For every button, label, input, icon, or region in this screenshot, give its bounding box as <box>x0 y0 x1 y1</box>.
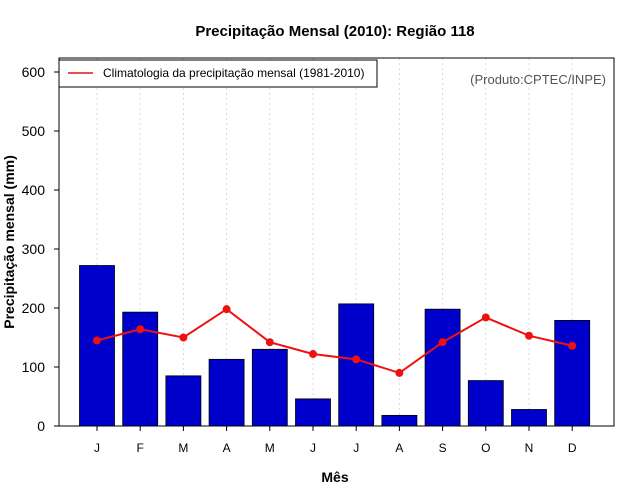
climatology-point-5 <box>265 338 274 347</box>
y-tick-label: 200 <box>22 300 46 316</box>
bar-9 <box>424 308 461 427</box>
y-axis-label: Precipitação mensal (mm) <box>1 155 17 329</box>
climatology-point-4 <box>222 305 231 314</box>
x-tick-label: J <box>94 441 100 455</box>
climatology-line <box>96 307 573 375</box>
x-tick-label: M <box>265 441 275 455</box>
x-tick-label: N <box>525 441 534 455</box>
bar-1 <box>79 265 115 427</box>
x-tick-label: D <box>568 441 577 455</box>
bar-5 <box>251 348 288 427</box>
climatology-point-1 <box>93 336 101 345</box>
x-tick-label: A <box>223 441 231 455</box>
legend: Climatologia da precipitação mensal (198… <box>58 59 378 88</box>
legend-entry-climatology: Climatologia da precipitação mensal (198… <box>103 66 364 80</box>
climatology-point-10 <box>481 313 490 322</box>
x-tick-label: F <box>137 441 144 455</box>
bar-series <box>79 265 591 427</box>
y-tick-label: 0 <box>37 418 45 434</box>
y-tick-label: 600 <box>22 64 46 80</box>
x-axis-label: Mês <box>321 469 348 485</box>
bar-3 <box>165 375 202 427</box>
climatology-point-8 <box>395 368 404 377</box>
climatology-line-series <box>93 305 577 377</box>
x-tick-label: S <box>439 441 447 455</box>
y-tick-label: 300 <box>22 241 46 257</box>
x-tick-label: M <box>178 441 188 455</box>
legend-box <box>58 59 378 88</box>
y-axis: 0 100 200 300 400 500 600 <box>22 64 59 434</box>
chart-title: Precipitação Mensal (2010): Região 118 <box>195 23 474 40</box>
bar-10 <box>467 380 504 427</box>
bar-6 <box>295 398 331 427</box>
y-tick-label: 500 <box>22 123 46 139</box>
y-tick-label: 400 <box>22 182 46 198</box>
x-tick-label: A <box>395 441 403 455</box>
bar-7 <box>338 303 375 427</box>
x-tick-label: J <box>353 441 359 455</box>
bar-8 <box>381 414 418 427</box>
y-tick-label: 100 <box>22 359 46 375</box>
climatology-point-12 <box>568 341 577 350</box>
plot-frame <box>58 57 615 427</box>
climatology-point-6 <box>309 350 317 359</box>
climatology-point-2 <box>136 325 145 334</box>
climatology-point-9 <box>438 338 447 347</box>
x-tick-label: J <box>310 441 316 455</box>
climatology-point-11 <box>525 331 533 340</box>
bar-12 <box>554 319 591 427</box>
bar-11 <box>511 409 547 427</box>
source-credit: (Produto:CPTEC/INPE) <box>470 72 606 87</box>
x-tick-label: O <box>481 441 490 455</box>
climatology-point-7 <box>352 355 361 364</box>
bar-4 <box>208 358 245 427</box>
grid-lines <box>96 58 573 426</box>
climatology-point-3 <box>179 333 188 342</box>
